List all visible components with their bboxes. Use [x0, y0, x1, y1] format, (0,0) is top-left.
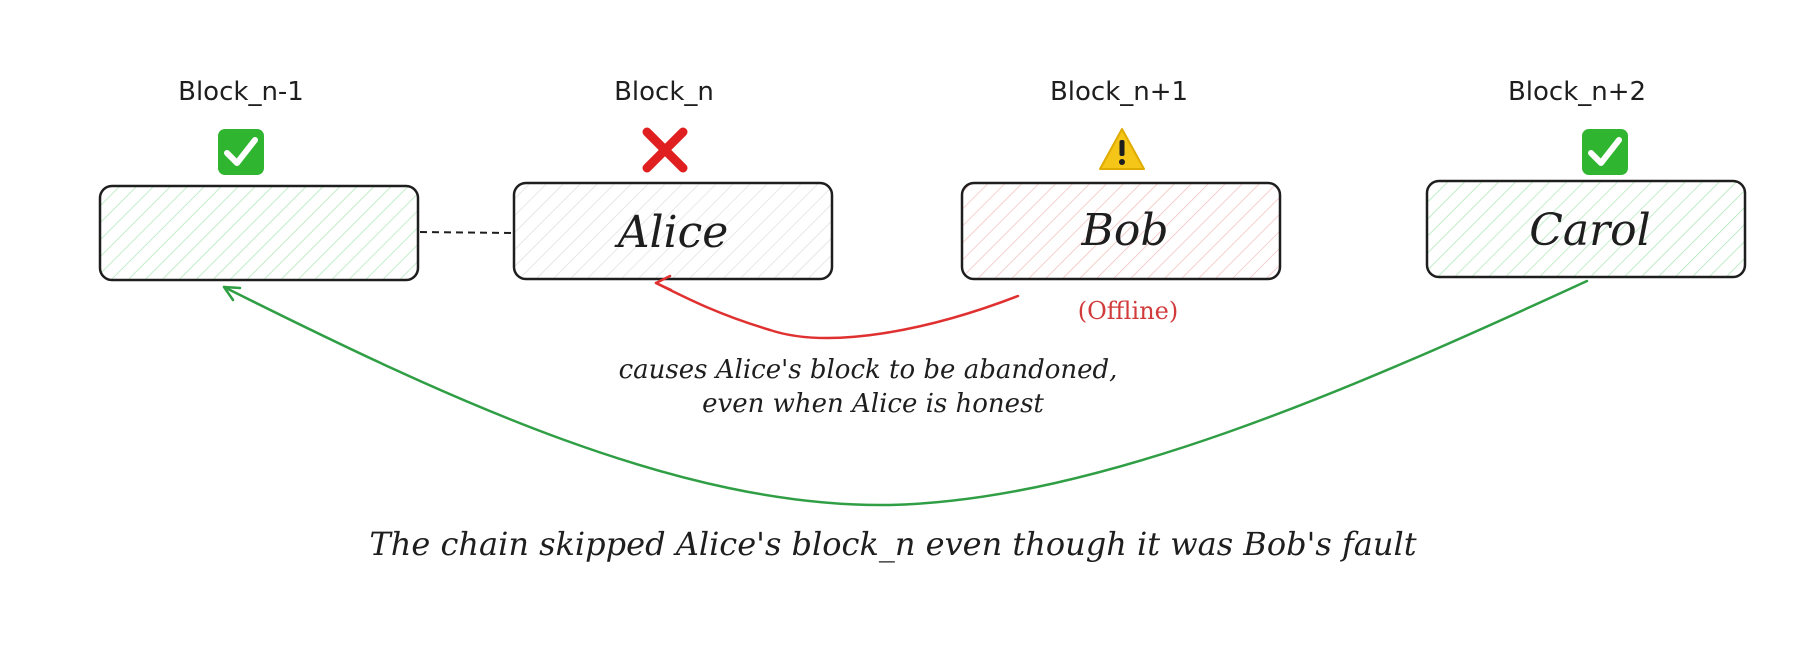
dashed-connector — [419, 231, 515, 234]
block-header-n-plus-1: Block_n+1 — [1050, 77, 1188, 107]
note-line-1: causes Alice's block to be abandoned, — [619, 355, 1118, 385]
block-n-minus-1 — [98, 184, 420, 282]
note-line-2: even when Alice is honest — [702, 389, 1044, 419]
diagram-caption: The chain skipped Alice's block_n even t… — [369, 525, 1416, 563]
green-arrow-carol-to-block-n-minus-1 — [222, 279, 1589, 507]
block-n-alice: Alice — [512, 181, 834, 281]
block-header-n-plus-2: Block_n+2 — [1508, 77, 1646, 107]
block-header-n-minus-1: Block_n-1 — [178, 77, 304, 107]
check-mark-icon — [1582, 129, 1628, 175]
red-arrow-bob-to-alice — [654, 274, 1020, 340]
block-name-alice: Alice — [614, 207, 729, 258]
warning-icon — [1099, 128, 1145, 170]
offline-label: (Offline) — [1078, 297, 1178, 325]
cross-mark-icon — [642, 127, 688, 173]
check-mark-icon — [218, 129, 264, 175]
block-n-plus-2-carol: Carol — [1425, 179, 1747, 279]
block-name-bob: Bob — [1081, 205, 1169, 256]
block-name-carol: Carol — [1529, 205, 1651, 256]
block-n-plus-1-bob: Bob — [960, 181, 1282, 281]
block-header-n: Block_n — [614, 77, 714, 107]
